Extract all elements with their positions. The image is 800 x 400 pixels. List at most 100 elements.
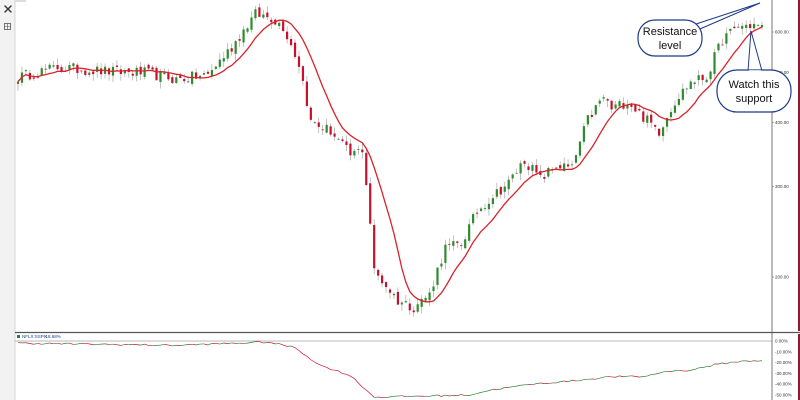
- ratio-segment: [488, 388, 494, 391]
- candle-up: [24, 70, 28, 72]
- ratio-segment: [29, 343, 34, 345]
- ratio-tick-label: 0.00%: [775, 339, 788, 344]
- candle-up: [210, 70, 214, 76]
- candle-down: [293, 42, 297, 57]
- candle-up: [646, 115, 649, 123]
- candle-down: [333, 133, 336, 137]
- candle-up: [661, 127, 665, 137]
- ratio-segment: [140, 343, 145, 346]
- candle-down: [456, 241, 459, 243]
- candle-up: [741, 25, 744, 29]
- ratio-segment: [670, 370, 676, 372]
- ratio-segment: [556, 381, 561, 384]
- ratio-segment: [294, 347, 300, 351]
- candle-down: [155, 67, 158, 81]
- ratio-segment: [33, 343, 38, 345]
- ratio-segment: [564, 380, 569, 383]
- close-icon[interactable]: [4, 5, 12, 13]
- candle-down: [151, 67, 154, 70]
- ratio-segment: [53, 342, 58, 345]
- candle-up: [547, 167, 550, 177]
- candle-down: [373, 224, 376, 269]
- candle-down: [499, 186, 502, 195]
- candle-down: [365, 152, 368, 186]
- candle-up: [669, 112, 673, 118]
- ratio-segment: [702, 366, 707, 368]
- ratio-segment: [77, 342, 82, 345]
- ratio-segment: [346, 373, 351, 377]
- candle-down: [523, 161, 526, 164]
- ratio-segment: [663, 371, 668, 373]
- candle-down: [460, 245, 463, 246]
- candle-up: [325, 124, 328, 133]
- ratio-segment: [322, 365, 327, 368]
- candle-down: [270, 19, 273, 23]
- candle-down: [44, 68, 47, 70]
- candle-down: [412, 310, 415, 313]
- ratio-segment: [457, 394, 462, 397]
- ratio-segment: [160, 344, 165, 346]
- candle-up: [250, 17, 253, 30]
- candle-down: [84, 70, 87, 75]
- candle-down: [206, 71, 210, 74]
- candle-down: [80, 70, 83, 72]
- candle-down: [56, 65, 59, 70]
- candle-up: [278, 22, 281, 26]
- candle-up: [487, 203, 491, 210]
- candle-up: [416, 304, 419, 312]
- ratio-segment: [492, 388, 497, 391]
- candle-down: [606, 99, 609, 101]
- ratio-segment: [271, 342, 276, 345]
- moving-average-line: [17, 19, 763, 303]
- candle-up: [468, 224, 471, 241]
- candle-down: [92, 71, 95, 75]
- ratio-segment: [196, 343, 201, 346]
- ratio-segment: [61, 342, 66, 345]
- ratio-segment: [219, 342, 224, 345]
- candle-down: [258, 7, 261, 17]
- ratio-segment: [750, 360, 755, 362]
- ratio-segment: [449, 394, 454, 397]
- candle-down: [297, 56, 301, 67]
- candle-up: [175, 77, 178, 84]
- ratio-segment: [508, 386, 513, 388]
- ratio-segment: [579, 379, 585, 382]
- candle-down: [535, 165, 538, 173]
- candle-down: [238, 39, 241, 41]
- ratio-segment: [461, 394, 466, 396]
- candle-up: [187, 81, 190, 83]
- ratio-segment: [639, 376, 644, 378]
- resistance-label-line-1: Resistance: [643, 26, 697, 38]
- legend-series-name: NFLX:SSPX: [22, 334, 47, 339]
- expand-icon[interactable]: [4, 23, 11, 30]
- ratio-segment: [251, 341, 256, 343]
- candle-up: [68, 65, 71, 70]
- candle-down: [230, 48, 233, 52]
- ratio-segment: [658, 371, 664, 374]
- candle-down: [309, 107, 312, 120]
- candle-down: [559, 165, 562, 169]
- candle-down: [76, 64, 79, 73]
- candle-down: [341, 139, 344, 142]
- ratio-segment: [227, 342, 232, 344]
- candle-down: [321, 129, 324, 131]
- ratio-segment: [389, 395, 395, 398]
- candle-up: [226, 49, 229, 59]
- title-strip: [15, 0, 26, 2]
- ratio-segment: [674, 369, 679, 372]
- candle-up: [424, 297, 427, 301]
- candle-down: [369, 183, 372, 224]
- candle-up: [202, 73, 206, 75]
- candle-up: [436, 267, 439, 285]
- candle-up: [135, 67, 138, 76]
- candle-down: [282, 21, 285, 32]
- candle-up: [491, 198, 494, 205]
- candle-up: [563, 163, 566, 171]
- candle-up: [519, 163, 522, 174]
- ratio-segment: [722, 362, 727, 365]
- ratio-segment: [358, 382, 363, 388]
- ratio-segment: [302, 353, 308, 357]
- ratio-segment: [476, 392, 482, 394]
- candle-up: [677, 98, 680, 105]
- candle-up: [242, 29, 245, 43]
